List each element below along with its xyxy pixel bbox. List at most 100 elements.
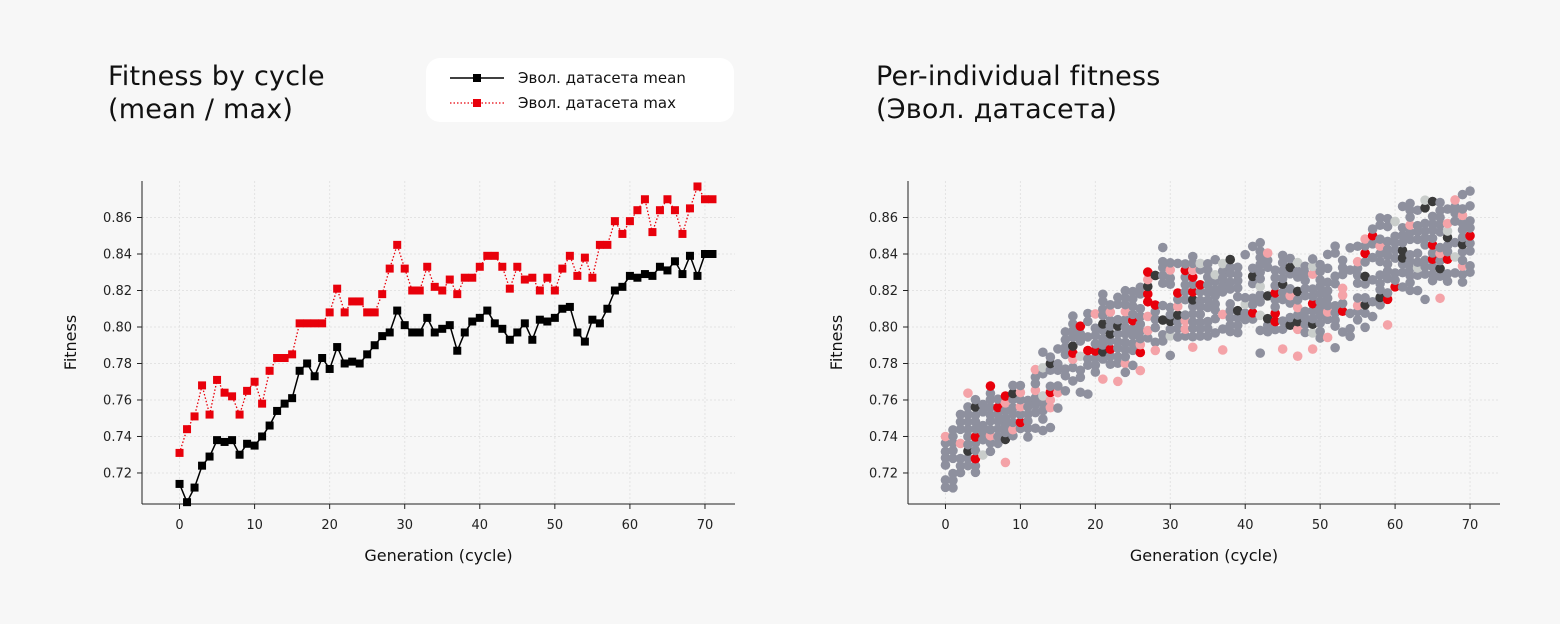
individual-point-162 xyxy=(1090,309,1101,319)
individual-point-616 xyxy=(1457,239,1468,250)
individual-point-347 xyxy=(1240,308,1251,319)
individual-point-292 xyxy=(1195,317,1206,328)
series-max-point-58 xyxy=(610,217,619,226)
individual-point-510 xyxy=(1375,241,1385,251)
individual-point-96 xyxy=(1030,407,1041,418)
individual-point-7 xyxy=(948,483,958,493)
series-max-point-41 xyxy=(483,251,492,260)
individual-point-512 xyxy=(1375,220,1385,230)
individual-point-106 xyxy=(1038,391,1048,401)
right-y-tick-label-1: 0.74 xyxy=(869,430,898,445)
individual-point-219 xyxy=(1135,319,1146,330)
series-max-point-9 xyxy=(243,386,252,395)
individual-point-387 xyxy=(1277,324,1288,335)
individual-point-192 xyxy=(1113,376,1123,387)
individual-point-420 xyxy=(1300,283,1310,294)
individual-point-242 xyxy=(1157,315,1168,325)
individual-point-421 xyxy=(1300,275,1310,286)
individual-point-558 xyxy=(1412,248,1423,259)
individual-point-154 xyxy=(1083,389,1093,399)
individual-point-396 xyxy=(1277,344,1288,354)
individual-point-103 xyxy=(1038,414,1048,424)
series-max-point-38 xyxy=(460,273,469,282)
individual-point-210 xyxy=(1128,309,1138,320)
series-max-point-55 xyxy=(588,273,597,282)
individual-point-83 xyxy=(1015,417,1026,428)
individual-point-408 xyxy=(1292,302,1303,313)
individual-point-91 xyxy=(1023,416,1033,426)
series-max-point-24 xyxy=(355,297,364,306)
series-mean-point-41 xyxy=(483,306,492,315)
individual-point-31 xyxy=(963,388,973,398)
individual-point-375 xyxy=(1262,262,1273,273)
individual-point-161 xyxy=(1090,323,1101,333)
individual-point-120 xyxy=(1053,387,1063,398)
individual-point-532 xyxy=(1390,216,1400,227)
individual-point-224 xyxy=(1135,365,1146,376)
individual-point-271 xyxy=(1180,294,1191,305)
series-mean-point-39 xyxy=(468,317,477,326)
individual-point-487 xyxy=(1360,308,1370,318)
individual-point-302 xyxy=(1202,316,1213,327)
individual-point-206 xyxy=(1128,339,1138,349)
series-line-max xyxy=(178,184,713,454)
individual-point-175 xyxy=(1105,351,1116,361)
left-chart-legend: Эвол. датасета mean Эвол. датасета max xyxy=(426,58,734,122)
individual-point-248 xyxy=(1157,242,1168,253)
individual-point-295 xyxy=(1195,295,1206,306)
left-x-tick-label-7: 70 xyxy=(697,518,714,533)
series-mean-point-24 xyxy=(355,359,364,368)
series-max-point-5 xyxy=(213,375,222,384)
individual-point-561 xyxy=(1412,220,1423,231)
individual-point-86 xyxy=(1015,394,1026,405)
individual-point-341 xyxy=(1232,291,1243,302)
left-y-tick-label-6: 0.84 xyxy=(103,247,132,262)
individual-point-584 xyxy=(1435,271,1445,281)
series-mean-point-55 xyxy=(588,315,597,324)
series-max-point-7 xyxy=(228,392,237,401)
individual-point-64 xyxy=(993,402,1003,413)
legend-label-mean: Эвол. датасета mean xyxy=(518,69,686,87)
individual-point-15 xyxy=(955,467,966,478)
series-mean-point-62 xyxy=(640,270,649,279)
individual-point-480 xyxy=(1352,293,1363,303)
individual-point-335 xyxy=(1225,262,1236,273)
individual-point-355 xyxy=(1247,278,1258,289)
individual-point-21 xyxy=(955,409,966,420)
individual-point-503 xyxy=(1375,300,1385,310)
left-x-tick-label-0: 0 xyxy=(175,518,183,533)
individual-point-603 xyxy=(1442,204,1453,214)
individual-point-311 xyxy=(1210,313,1221,324)
individual-point-159 xyxy=(1090,339,1101,349)
left-y-tick-label-3: 0.78 xyxy=(103,357,132,372)
individual-point-164 xyxy=(1098,347,1108,357)
individual-point-156 xyxy=(1090,360,1101,370)
individual-point-444 xyxy=(1315,259,1325,270)
series-max-point-25 xyxy=(363,308,372,317)
series-max-point-68 xyxy=(685,204,694,213)
series-mean-point-54 xyxy=(580,337,589,346)
individual-point-530 xyxy=(1390,238,1400,248)
series-mean-point-68 xyxy=(685,251,694,260)
individual-point-160 xyxy=(1090,330,1101,341)
individual-point-328 xyxy=(1225,320,1236,331)
series-max-point-19 xyxy=(318,319,327,328)
individual-point-109 xyxy=(1038,347,1048,358)
individual-point-133 xyxy=(1068,362,1078,373)
individual-point-284 xyxy=(1187,279,1198,289)
individual-point-124 xyxy=(1053,344,1063,354)
individual-point-157 xyxy=(1090,353,1101,363)
individual-point-566 xyxy=(1420,240,1430,250)
individual-point-595 xyxy=(1442,276,1453,287)
series-max-point-65 xyxy=(663,195,672,204)
individual-point-337 xyxy=(1232,327,1243,338)
series-max-point-23 xyxy=(348,297,357,306)
individual-point-71 xyxy=(1000,398,1011,408)
series-mean-point-8 xyxy=(235,450,244,459)
individual-point-451 xyxy=(1322,277,1333,288)
individual-point-526 xyxy=(1390,275,1400,285)
series-mean-point-33 xyxy=(423,313,432,322)
left-y-tick-label-7: 0.86 xyxy=(103,211,132,226)
individual-point-372 xyxy=(1262,320,1273,331)
